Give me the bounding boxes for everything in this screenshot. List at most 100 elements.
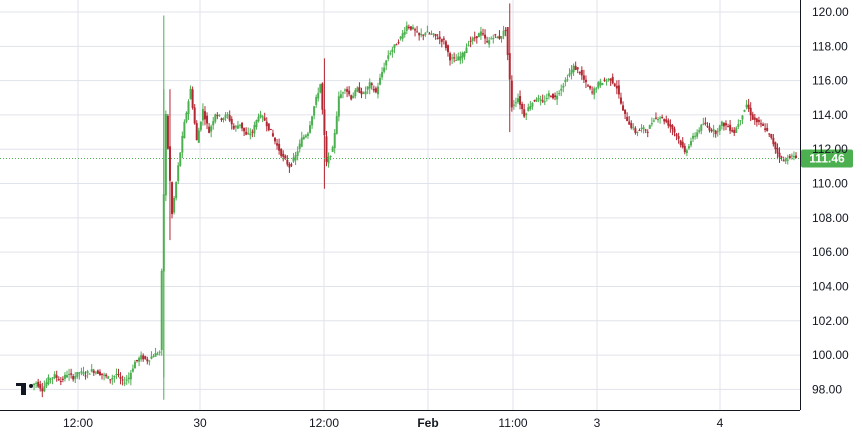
price-axis[interactable]: 98.00 100.00 102.00 104.00 106.00 108.00 110.0… [800, 0, 850, 410]
candle-body [156, 353, 159, 355]
candle-body [51, 377, 54, 379]
candle-body [249, 133, 252, 136]
candle-body [405, 25, 408, 31]
candle-body [434, 34, 437, 37]
candle-body [554, 95, 557, 98]
candle-body [385, 60, 388, 66]
candle-body [206, 115, 209, 124]
candle-body [399, 36, 402, 39]
candle-body [344, 89, 347, 91]
candle-body [422, 34, 425, 36]
candle-body [416, 31, 419, 33]
candle-body [403, 31, 406, 35]
candle-body [601, 83, 604, 86]
candle-body [273, 137, 276, 142]
candle-body [420, 33, 423, 36]
candle-body [191, 89, 194, 108]
candle-body [304, 135, 307, 138]
candle-body [595, 88, 598, 90]
candle-body [146, 359, 149, 362]
candle-body [387, 55, 390, 59]
candle-body [665, 119, 668, 122]
candle-body [642, 127, 645, 130]
candle-body [241, 122, 244, 129]
candle-body [76, 372, 79, 377]
candle-body [446, 45, 449, 53]
candle-body [98, 371, 101, 376]
candle-body [724, 123, 727, 126]
candle-body [572, 65, 575, 73]
candle-body [508, 53, 511, 80]
time-axis[interactable]: 12:00 30 12:00 Feb 11:00 3 4 [0, 410, 800, 431]
y-tick-label: 118.00 [812, 39, 848, 53]
candle-body [671, 125, 674, 130]
candle-body [181, 135, 184, 153]
candle-body [471, 37, 474, 42]
candle-body [426, 31, 429, 33]
candle-body [129, 372, 132, 380]
candle-body [735, 127, 738, 133]
candle-body [613, 83, 616, 86]
y-tick-label: 106.00 [812, 245, 849, 259]
candle-body [348, 90, 351, 95]
candle-body [675, 133, 678, 137]
candle-body [640, 127, 643, 129]
last-price-line: 111.46 [0, 149, 853, 168]
candle-body [778, 152, 781, 158]
candle-body [302, 136, 305, 140]
candle-body [409, 26, 412, 30]
candle-body [698, 130, 701, 132]
candle-body [294, 155, 297, 161]
candle-body [584, 79, 587, 83]
tv-logo-icon[interactable] [16, 383, 33, 395]
candle-body [222, 117, 225, 121]
candle-body [673, 128, 676, 133]
candle-body [745, 104, 748, 108]
candle-body [624, 109, 627, 114]
candle-body [646, 131, 649, 133]
candle-body [311, 116, 314, 126]
candle-body [189, 88, 192, 100]
candle-body [103, 374, 106, 376]
candle-body [133, 361, 136, 369]
candle-body [298, 143, 301, 149]
candle-body [605, 80, 608, 82]
candle-body [214, 114, 217, 122]
candle-body [611, 76, 614, 84]
candle-body [152, 356, 155, 358]
candle-body [350, 95, 353, 100]
candle-body [138, 357, 141, 362]
y-tick-label: 116.00 [812, 74, 848, 88]
candle-body [288, 164, 291, 168]
candle-body [63, 374, 66, 379]
candle-body [502, 30, 505, 36]
candle-body [309, 125, 312, 133]
candle-body [131, 368, 134, 372]
candle-body [784, 158, 787, 162]
candle-body [506, 27, 509, 56]
candle-body [66, 375, 69, 378]
candle-body [597, 82, 600, 88]
candle-body [457, 56, 460, 61]
candle-body [603, 79, 606, 81]
candle-body [208, 126, 211, 133]
candle-body [578, 71, 581, 74]
candle-body [327, 156, 330, 164]
candle-body [374, 88, 377, 93]
candle-body [286, 159, 289, 165]
candle-body [634, 128, 637, 133]
candle-body [523, 109, 526, 117]
candle-body [568, 73, 571, 76]
candle-body [463, 52, 466, 57]
candle-body [111, 377, 114, 380]
candle-body [442, 38, 445, 40]
candle-body [535, 99, 538, 102]
candle-body [743, 109, 746, 112]
candle-body [290, 164, 293, 166]
candle-body [704, 122, 707, 125]
candle-body [626, 116, 629, 121]
candle-body [792, 156, 795, 158]
candle-body [432, 33, 435, 35]
candle-body [498, 35, 501, 39]
